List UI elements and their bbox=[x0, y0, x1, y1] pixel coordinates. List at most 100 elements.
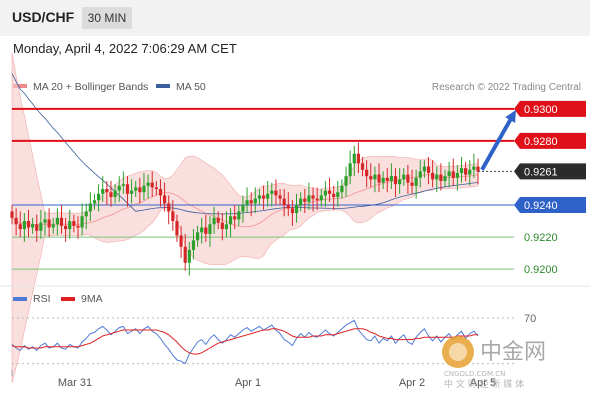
candle-body bbox=[142, 185, 146, 193]
rsi-70-label: 70 bbox=[524, 313, 536, 325]
candle-body bbox=[224, 224, 229, 230]
candle-body bbox=[158, 189, 163, 196]
candle-body bbox=[14, 217, 18, 225]
candle-body bbox=[274, 190, 278, 196]
candle-body bbox=[31, 224, 35, 228]
candle-body bbox=[410, 182, 414, 186]
candle-body bbox=[101, 189, 105, 194]
candle-body bbox=[146, 182, 150, 186]
candle-body bbox=[360, 163, 365, 170]
candle-body bbox=[26, 221, 31, 228]
candle-body bbox=[204, 227, 208, 234]
candle-body bbox=[418, 171, 422, 178]
candle-body bbox=[195, 232, 200, 241]
current-price-tag bbox=[514, 163, 586, 180]
candle-body bbox=[443, 176, 447, 181]
credit-label: Research © 2022 Trading Central bbox=[432, 82, 581, 93]
candle-body bbox=[270, 190, 274, 194]
candle-body bbox=[51, 224, 55, 228]
candle-body bbox=[344, 176, 348, 186]
candle-body bbox=[134, 187, 138, 191]
timeframe-button[interactable]: 30 MIN bbox=[82, 7, 132, 29]
candle-body bbox=[459, 168, 464, 173]
candle-body bbox=[278, 195, 282, 199]
symbol-label: USD/CHF bbox=[12, 9, 75, 25]
forecast-arrow-head bbox=[505, 109, 516, 123]
candle-body bbox=[76, 225, 80, 228]
candle-body bbox=[10, 211, 14, 218]
candle-body bbox=[257, 195, 262, 199]
chart-header: USD/CHF 30 MIN bbox=[0, 0, 590, 36]
candle-body bbox=[439, 174, 443, 181]
level-label-0.9200: 0.9200 bbox=[524, 264, 558, 276]
level-tag-0.9280 bbox=[514, 132, 586, 149]
legend-9ma-label: 9MA bbox=[81, 293, 103, 305]
watermark-tagline: 中 文 财 经 新 媒 体 bbox=[444, 378, 524, 390]
candle-body bbox=[406, 174, 410, 183]
candle-body bbox=[373, 174, 377, 180]
candle-body bbox=[319, 195, 323, 201]
candle-body bbox=[315, 198, 319, 201]
candle-body bbox=[59, 217, 64, 226]
candle-body bbox=[171, 211, 175, 222]
candle-body bbox=[253, 198, 257, 204]
level-tag-0.9300 bbox=[514, 100, 586, 117]
candle-body bbox=[323, 190, 328, 196]
candle-body bbox=[282, 198, 286, 206]
candle-body bbox=[393, 176, 398, 185]
candle-body bbox=[261, 195, 266, 199]
candle-body bbox=[187, 249, 191, 263]
candle-body bbox=[290, 208, 295, 214]
candle-body bbox=[179, 235, 183, 247]
candle-body bbox=[150, 182, 154, 188]
candle-body bbox=[18, 224, 22, 230]
candle-body bbox=[72, 221, 76, 226]
candle-body bbox=[476, 166, 480, 172]
candle-body bbox=[84, 211, 88, 217]
candle-body bbox=[183, 246, 187, 263]
rsi-9ma-line bbox=[11, 328, 478, 355]
candle-body bbox=[138, 187, 142, 193]
candle-body bbox=[97, 193, 101, 201]
candle-body bbox=[307, 195, 311, 202]
forecast-arrow-shaft bbox=[480, 115, 514, 171]
legend-9ma-swatch bbox=[61, 297, 75, 301]
candle-body bbox=[212, 217, 216, 225]
candle-body bbox=[216, 217, 220, 223]
candle-body bbox=[117, 185, 121, 191]
level-label-0.9300: 0.9300 bbox=[524, 104, 558, 116]
candle-body bbox=[167, 203, 171, 212]
candle-body bbox=[175, 221, 179, 236]
ma50-line bbox=[11, 73, 479, 215]
candle-body bbox=[109, 192, 113, 198]
candle-body bbox=[39, 222, 43, 231]
legend-bollinger-swatch bbox=[13, 84, 27, 88]
legend-ma50-label: MA 50 bbox=[176, 81, 206, 93]
candle-body bbox=[286, 205, 290, 209]
candle-body bbox=[365, 169, 369, 177]
candle-body bbox=[311, 195, 315, 199]
candle-body bbox=[47, 219, 51, 228]
candle-body bbox=[105, 189, 109, 193]
candle-body bbox=[381, 177, 385, 183]
candle-body bbox=[113, 190, 117, 198]
candle-body bbox=[356, 153, 361, 164]
candle-body bbox=[468, 169, 472, 175]
candle-body bbox=[340, 185, 344, 193]
candle-body bbox=[303, 198, 307, 202]
x-tick-label: Apr 1 bbox=[235, 377, 261, 389]
candle-body bbox=[447, 171, 451, 177]
candle-body bbox=[435, 174, 439, 180]
cngold-watermark: 中金网 CNGOLD.COM.CN 中 文 财 经 新 媒 体 bbox=[442, 336, 546, 390]
candle-body bbox=[422, 166, 426, 172]
candle-body bbox=[245, 200, 249, 206]
candle-body bbox=[377, 174, 381, 183]
candle-body bbox=[129, 190, 134, 194]
candle-body bbox=[92, 200, 97, 204]
datetime-label: Monday, April 4, 2022 7:06:29 AM CET bbox=[13, 41, 237, 56]
candle-body bbox=[402, 174, 406, 180]
candle-body bbox=[68, 221, 72, 230]
candle-body bbox=[64, 225, 68, 230]
candle-body bbox=[451, 171, 455, 178]
